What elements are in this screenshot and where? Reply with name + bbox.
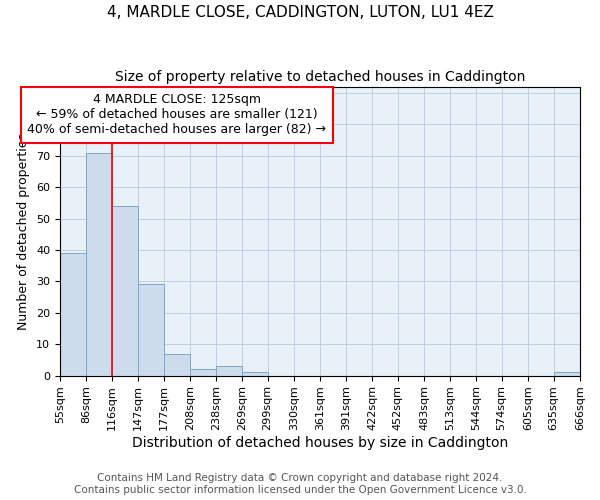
Bar [242,372,268,376]
Bar [164,354,190,376]
Text: 4, MARDLE CLOSE, CADDINGTON, LUTON, LU1 4EZ: 4, MARDLE CLOSE, CADDINGTON, LUTON, LU1 … [107,5,493,20]
Text: 4 MARDLE CLOSE: 125sqm
← 59% of detached houses are smaller (121)
40% of semi-de: 4 MARDLE CLOSE: 125sqm ← 59% of detached… [28,94,326,136]
Bar [112,206,138,376]
X-axis label: Distribution of detached houses by size in Caddington: Distribution of detached houses by size … [132,436,508,450]
Y-axis label: Number of detached properties: Number of detached properties [17,132,31,330]
Text: Contains HM Land Registry data © Crown copyright and database right 2024.
Contai: Contains HM Land Registry data © Crown c… [74,474,526,495]
Bar [190,370,215,376]
Bar [215,366,242,376]
Title: Size of property relative to detached houses in Caddington: Size of property relative to detached ho… [115,70,525,84]
Bar [554,372,580,376]
Bar [60,253,86,376]
Bar [138,284,164,376]
Bar [86,152,112,376]
